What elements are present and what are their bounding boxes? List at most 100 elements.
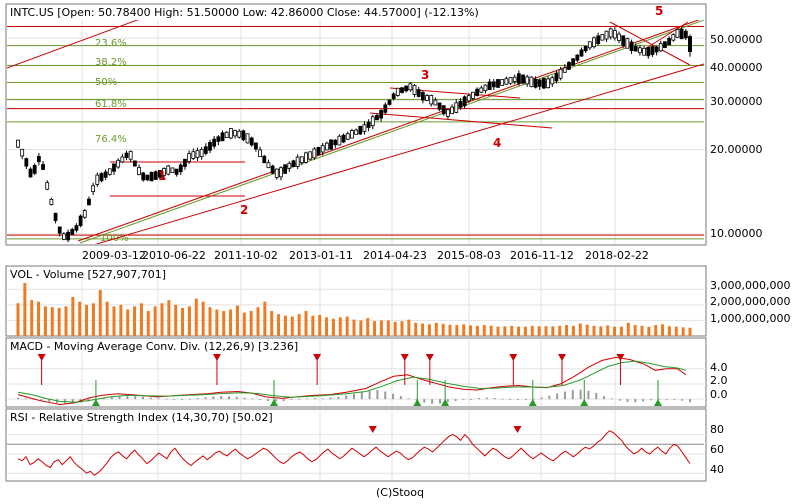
macd-histogram-bar bbox=[48, 399, 51, 402]
candle-body bbox=[53, 212, 58, 221]
candle-body bbox=[604, 30, 609, 40]
volume-bar bbox=[633, 325, 637, 336]
candle-body bbox=[166, 165, 171, 175]
volume-bar bbox=[325, 317, 329, 336]
candle-body bbox=[312, 148, 317, 159]
macd-histogram-bar bbox=[134, 396, 137, 400]
volume-bar bbox=[229, 309, 233, 336]
x-tick-label: 2014-04-23 bbox=[363, 249, 427, 262]
volume-bar bbox=[112, 306, 116, 336]
macd-histogram-bar bbox=[368, 390, 371, 400]
wave5-line-a bbox=[609, 21, 691, 66]
volume-bar bbox=[16, 303, 20, 336]
volume-bar bbox=[57, 307, 61, 336]
candle-body bbox=[291, 160, 296, 168]
volume-bar bbox=[592, 325, 596, 336]
midline bbox=[79, 20, 704, 244]
macd-histogram-bar bbox=[634, 399, 637, 403]
candle-body bbox=[508, 77, 513, 84]
volume-bar bbox=[187, 306, 191, 336]
volume-bar bbox=[578, 323, 582, 336]
rsi-line bbox=[17, 430, 691, 476]
macd-histogram-bar bbox=[579, 389, 582, 400]
volume-bar bbox=[85, 304, 89, 336]
candle-body bbox=[91, 185, 96, 192]
y-tick-label: 3,000,000,000 bbox=[710, 279, 790, 292]
candle-body bbox=[433, 99, 438, 106]
candle-body bbox=[500, 79, 505, 86]
macd-histogram-bar bbox=[673, 399, 676, 400]
candle-body bbox=[366, 121, 371, 128]
candle-body bbox=[629, 41, 634, 51]
volume-bar bbox=[654, 325, 658, 336]
volume-bar bbox=[318, 314, 322, 336]
macd-histogram-bar bbox=[235, 396, 238, 400]
buy-signal-marker bbox=[654, 399, 662, 406]
candle-body bbox=[596, 35, 601, 45]
candle-body bbox=[45, 182, 50, 190]
macd-histogram-bar bbox=[212, 396, 215, 400]
macd-histogram-bar bbox=[188, 398, 191, 400]
candle-body bbox=[174, 168, 179, 175]
x-tick-label: 2015-08-03 bbox=[437, 249, 501, 262]
volume-panel: VOL - Volume [527,907,701] 3,000,000,000… bbox=[5, 265, 790, 337]
macd-histogram-bar bbox=[478, 398, 481, 400]
candle-body bbox=[400, 87, 404, 93]
rsi-header-bg bbox=[7, 410, 262, 424]
sell-signal-marker bbox=[313, 354, 322, 361]
macd-histogram-bar bbox=[259, 399, 262, 400]
macd-histogram-bar bbox=[337, 396, 340, 400]
candle-body bbox=[600, 34, 605, 41]
macd-histogram-bar bbox=[399, 396, 402, 400]
volume-bar bbox=[667, 326, 671, 336]
candle-body bbox=[458, 101, 463, 108]
candle-body bbox=[642, 47, 646, 56]
candle-body bbox=[324, 142, 329, 151]
candle-body bbox=[103, 171, 108, 178]
candle-body bbox=[487, 81, 492, 91]
candle-body bbox=[299, 156, 304, 163]
candle-body bbox=[441, 105, 446, 115]
macd-histogram-bar bbox=[102, 398, 105, 400]
y-tick-label: 40.00000 bbox=[710, 61, 763, 74]
macd-histogram-bar bbox=[267, 399, 270, 402]
y-tick-label: 40 bbox=[710, 463, 724, 476]
candle-body bbox=[408, 83, 413, 91]
sell-signal-marker bbox=[400, 354, 409, 361]
candle-body bbox=[667, 38, 672, 46]
candle-body bbox=[420, 92, 425, 101]
candle-body bbox=[625, 38, 630, 49]
candle-body bbox=[567, 62, 571, 70]
fibonacci-levels bbox=[7, 25, 704, 240]
y-tick-label: 10.00000 bbox=[710, 227, 763, 240]
volume-bar bbox=[270, 311, 274, 336]
macd-histogram-bar bbox=[532, 398, 535, 400]
candle-body bbox=[237, 130, 242, 138]
candle-body bbox=[475, 88, 480, 96]
volume-bar bbox=[427, 324, 431, 336]
volume-bar bbox=[37, 301, 41, 336]
candle-body bbox=[516, 73, 521, 84]
macd-histogram-bar bbox=[181, 399, 184, 400]
volume-bar bbox=[455, 325, 459, 336]
candle-body bbox=[337, 135, 342, 146]
candle-body bbox=[679, 28, 684, 40]
candle-body bbox=[266, 162, 271, 169]
macd-histogram-bar bbox=[196, 398, 199, 400]
candle-body bbox=[116, 159, 121, 168]
sell-signal-marker bbox=[509, 354, 518, 361]
candle-body bbox=[471, 91, 475, 99]
x-tick-label: 2011-10-02 bbox=[214, 249, 278, 262]
channel-upper bbox=[77, 20, 700, 242]
candle-body bbox=[558, 68, 563, 79]
candle-body bbox=[112, 163, 116, 172]
macd-plot bbox=[17, 356, 691, 406]
buy-signal-marker bbox=[413, 399, 422, 406]
candle-body bbox=[658, 43, 663, 52]
macd-histogram-bar bbox=[329, 397, 332, 400]
volume-bar bbox=[661, 324, 665, 336]
volume-bar bbox=[352, 319, 356, 336]
macd-histogram-bar bbox=[282, 399, 285, 402]
macd-header-bg bbox=[7, 339, 272, 353]
